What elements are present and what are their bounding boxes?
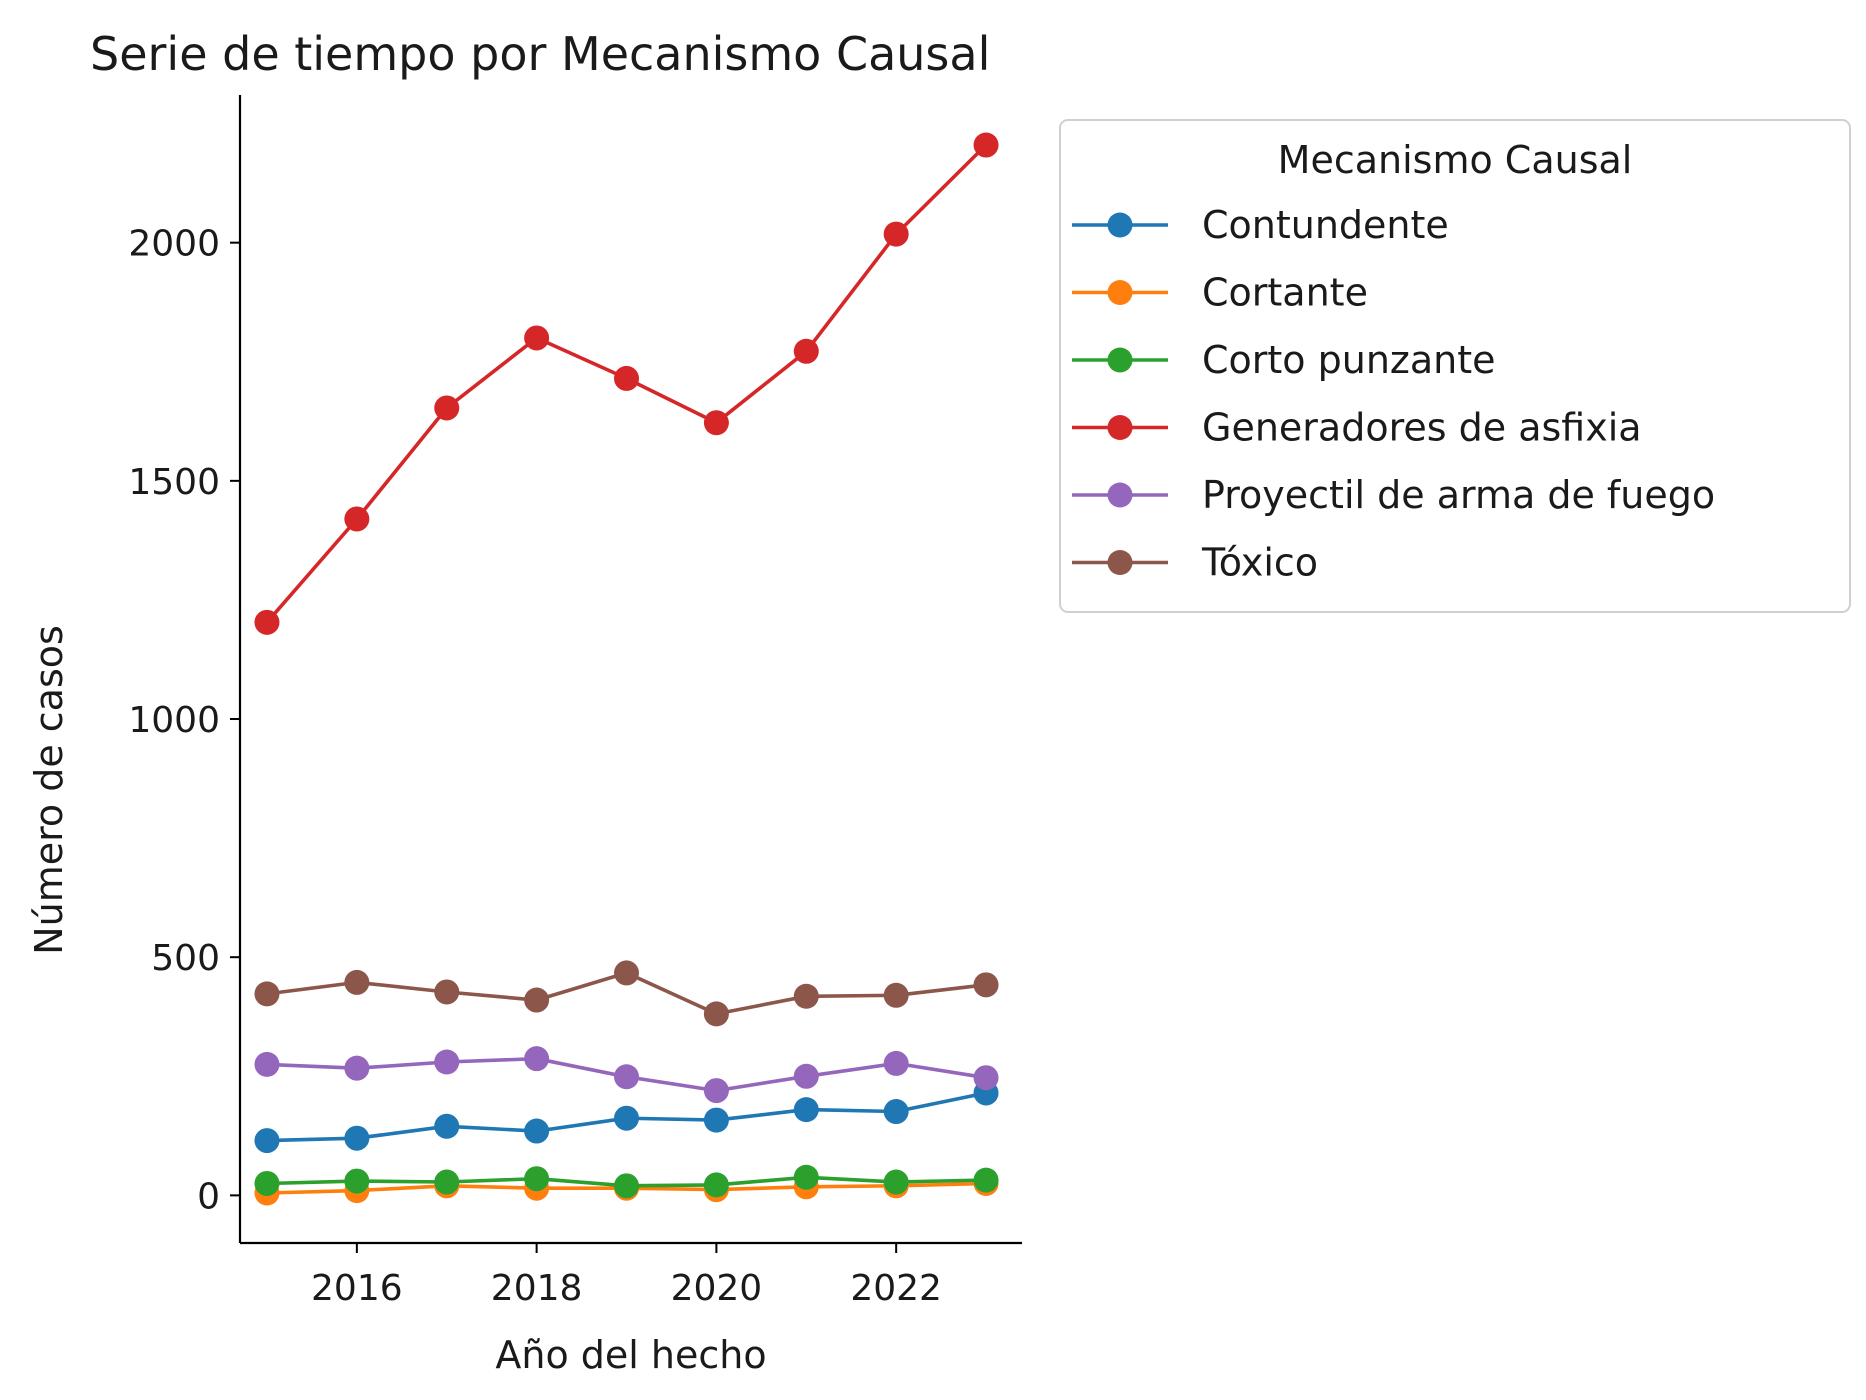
legend-label: Corto punzante: [1202, 338, 1496, 382]
legend-marker: [1107, 347, 1133, 373]
data-point-corto-punzante: [344, 1168, 370, 1194]
legend-label: Proyectil de arma de fuego: [1202, 473, 1715, 517]
data-point-generadores-de-asfixia: [434, 395, 460, 421]
data-point-contundente: [883, 1099, 909, 1125]
data-point-corto-punzante: [254, 1170, 280, 1196]
y-tick-label: 1500: [128, 462, 220, 503]
data-point-proyectil-de-arma-de-fuego: [434, 1049, 460, 1075]
legend-marker: [1107, 482, 1133, 508]
legend-marker: [1107, 550, 1133, 575]
y-tick-label: 0: [197, 1176, 220, 1217]
y-axis-label: Número de casos: [27, 625, 71, 955]
x-axis-label: Año del hecho: [495, 1333, 766, 1377]
data-point-proyectil-de-arma-de-fuego: [793, 1063, 819, 1089]
legend-item-proyectil-de-arma-de-fuego: Proyectil de arma de fuego: [1072, 473, 1715, 517]
data-point-toxico: [883, 982, 909, 1008]
axes: [238, 95, 1022, 1245]
data-point-generadores-de-asfixia: [614, 365, 640, 391]
x-ticks: 2016 2018 2020 2022: [311, 1243, 942, 1309]
data-point-toxico: [703, 1001, 729, 1027]
x-tick-label: 2018: [491, 1268, 583, 1309]
series-proyectil-de-arma-de-fuego: [254, 1046, 999, 1104]
data-point-contundente: [703, 1107, 729, 1133]
x-tick-label: 2022: [850, 1268, 942, 1309]
legend-items: Contundente Cortante Corto punzante Generad…: [1072, 203, 1715, 585]
data-point-contundente: [434, 1113, 460, 1139]
data-point-contundente: [254, 1128, 280, 1154]
y-tick-label: 1000: [128, 700, 220, 741]
data-point-contundente: [614, 1105, 640, 1131]
data-point-generadores-de-asfixia: [344, 506, 370, 532]
data-point-toxico: [793, 983, 819, 1009]
data-point-contundente: [524, 1118, 550, 1144]
data-point-proyectil-de-arma-de-fuego: [254, 1051, 280, 1077]
legend-marker: [1107, 280, 1133, 305]
data-point-proyectil-de-arma-de-fuego: [614, 1064, 640, 1090]
data-point-corto-punzante: [614, 1173, 640, 1199]
data-point-generadores-de-asfixia: [883, 221, 909, 247]
data-point-corto-punzante: [434, 1169, 460, 1195]
data-point-contundente: [344, 1125, 370, 1151]
x-tick-label: 2016: [311, 1268, 403, 1309]
series-toxico: [254, 960, 999, 1027]
legend-item-generadores-de-asfixia: Generadores de asfixia: [1072, 406, 1642, 450]
series-layer: [254, 132, 999, 1206]
data-point-toxico: [973, 972, 999, 998]
data-point-generadores-de-asfixia: [254, 609, 280, 635]
data-point-generadores-de-asfixia: [973, 132, 999, 158]
legend-item-cortante: Cortante: [1072, 271, 1368, 315]
data-point-proyectil-de-arma-de-fuego: [883, 1050, 909, 1076]
data-point-toxico: [434, 979, 460, 1005]
y-tick-label: 500: [151, 938, 220, 979]
series-corto-punzante: [254, 1164, 999, 1199]
data-point-corto-punzante: [973, 1167, 999, 1193]
data-point-proyectil-de-arma-de-fuego: [524, 1046, 550, 1072]
data-point-proyectil-de-arma-de-fuego: [973, 1065, 999, 1091]
series-contundente: [254, 1080, 999, 1154]
y-tick-label: 2000: [128, 224, 220, 265]
data-point-proyectil-de-arma-de-fuego: [344, 1055, 370, 1081]
y-ticks: 0 500 1000 1500 2000: [128, 224, 240, 1217]
series-generadores-de-asfixia: [254, 132, 999, 635]
data-point-toxico: [344, 969, 370, 995]
data-point-toxico: [524, 987, 550, 1013]
legend-marker: [1107, 415, 1133, 440]
data-point-corto-punzante: [524, 1166, 550, 1192]
data-point-toxico: [254, 981, 280, 1007]
data-point-corto-punzante: [703, 1172, 729, 1198]
legend: Mecanismo Causal Contundente Cortante Cort…: [1059, 119, 1851, 613]
data-point-contundente: [793, 1097, 819, 1123]
data-point-corto-punzante: [793, 1164, 819, 1190]
legend-label: Cortante: [1202, 271, 1368, 315]
legend-marker: [1107, 212, 1133, 238]
chart-title: Serie de tiempo por Mecanismo Causal: [90, 27, 990, 81]
legend-item-toxico: Tóxico: [1072, 541, 1318, 585]
data-point-toxico: [614, 960, 640, 986]
data-point-corto-punzante: [883, 1169, 909, 1195]
legend-frame: [1059, 119, 1851, 613]
data-point-generadores-de-asfixia: [524, 325, 550, 351]
data-point-generadores-de-asfixia: [703, 410, 729, 436]
legend-label: Generadores de asfixia: [1202, 406, 1642, 450]
data-point-proyectil-de-arma-de-fuego: [703, 1078, 729, 1104]
data-point-generadores-de-asfixia: [793, 338, 819, 364]
x-tick-label: 2020: [671, 1268, 763, 1309]
legend-label: Tóxico: [1201, 541, 1318, 585]
legend-title: Mecanismo Causal: [1278, 138, 1633, 182]
legend-item-corto-punzante: Corto punzante: [1072, 338, 1496, 382]
legend-label: Contundente: [1202, 203, 1449, 247]
legend-item-contundente: Contundente: [1072, 203, 1449, 247]
